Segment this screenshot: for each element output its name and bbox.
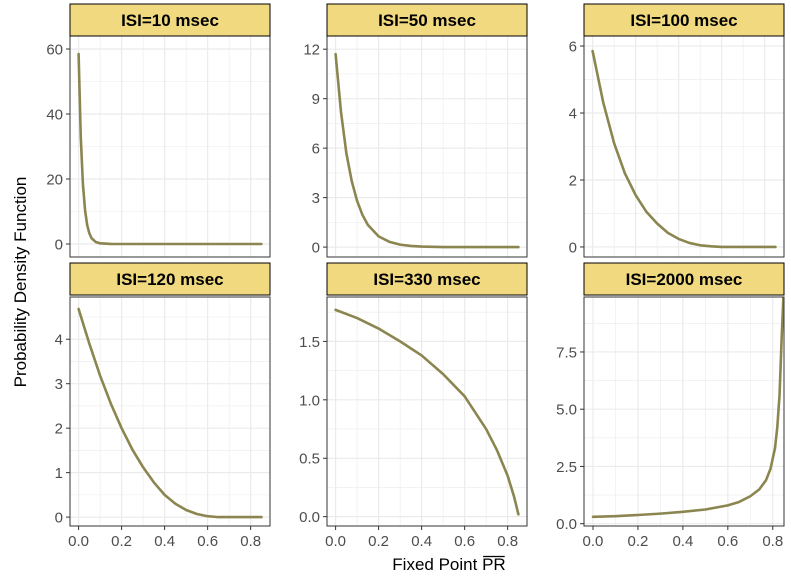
series-line [77,307,263,519]
x-tick-label: 0.8 [497,533,518,550]
y-tick-label: 0 [569,239,577,256]
x-tick-label: 0.8 [240,533,261,550]
y-tick-label: 0.0 [299,509,320,526]
y-tick-label: 4 [569,106,577,123]
panel-border [69,296,271,527]
strip-title: ISI=2000 msec [626,270,743,289]
panel-background [327,297,527,526]
y-tick-label: 12 [303,42,320,59]
panel-background [584,297,784,526]
x-tick-label: 0.6 [454,533,475,550]
strip-background [583,3,785,37]
x-tick-label: 0.4 [411,533,432,550]
strip-background [583,262,785,296]
x-tick-label: 0.6 [717,533,738,550]
x-tick-label: 0.2 [368,533,389,550]
y-tick-label: 0.5 [299,451,320,468]
y-tick-label: 7.5 [556,344,577,361]
y-tick-label: 2 [569,172,577,189]
x-tick-label: 0.4 [154,533,175,550]
strip-title: ISI=50 msec [378,11,476,30]
y-tick-label: 2 [55,421,63,438]
series-line [334,308,520,516]
panel-background [70,297,270,526]
y-tick-label: 9 [312,91,320,108]
y-tick-label: 0 [312,240,320,257]
strip-background [326,262,528,296]
y-tick-label: 0 [55,237,63,254]
y-tick-label: 6 [569,39,577,56]
facet-panel: ISI=2000 msec 0.0 2.5 5.0 7.5 0.0 0.2 0.4 0.6 0.8 [556,262,785,550]
y-tick-label: 1.0 [299,392,320,409]
y-tick-label: 6 [312,141,320,158]
y-axis-label: Probability Density Function [11,177,30,388]
panel-border [583,296,785,527]
facet-panel: ISI=330 msec 0.0 0.5 1.0 1.5 0.0 0.2 0.4 0.6 0.8 [299,262,528,550]
y-tick-label: 0 [55,510,63,527]
y-tick-label: 0.0 [556,516,577,533]
x-axis-label: Fixed Point PR [392,555,505,574]
x-tick-label: 0.2 [628,533,649,550]
series-line [77,52,263,246]
panel-background [327,36,527,257]
y-tick-label: 4 [55,332,63,349]
y-tick-label: 3 [312,190,320,207]
series-line [591,297,784,519]
facet-panel: ISI=120 msec 0 1 2 3 4 0.0 0.2 0.4 0.6 0.8 [55,262,271,550]
y-tick-label: 1 [55,465,63,482]
x-tick-label: 0.8 [762,533,783,550]
panel-border [326,296,528,527]
strip-background [326,3,528,37]
x-axis-label-prefix: Fixed Point [392,555,482,574]
y-tick-label: 5.0 [556,402,577,419]
y-tick-label: 3 [55,376,63,393]
strip-title: ISI=10 msec [121,11,219,30]
strip-title: ISI=100 msec [630,11,737,30]
y-tick-label: 40 [46,107,63,124]
x-tick-label: 0.0 [583,533,604,550]
x-tick-label: 0.0 [325,533,346,550]
strip-title: ISI=330 msec [373,270,480,289]
x-tick-label: 0.6 [197,533,218,550]
y-tick-label: 60 [46,42,63,59]
y-tick-label: 20 [46,172,63,189]
series-line [591,49,777,249]
strip-background [69,3,271,37]
facet-panel: ISI=10 msec 0 20 40 60 [46,3,271,258]
y-tick-label: 1.5 [299,334,320,351]
y-tick-label: 2.5 [556,459,577,476]
facet-panel: ISI=100 msec 0 2 4 6 [569,3,785,258]
strip-title: ISI=120 msec [116,270,223,289]
svg-text:Fixed Point PR: Fixed Point PR [392,555,505,574]
series-line [334,52,520,249]
x-tick-label: 0.4 [672,533,693,550]
x-tick-label: 0.0 [68,533,89,550]
facet-panel: ISI=50 msec 0 3 6 9 12 [303,3,528,258]
strip-background [69,262,271,296]
x-axis-label-symbol: PR [482,555,506,574]
x-tick-label: 0.2 [111,533,132,550]
